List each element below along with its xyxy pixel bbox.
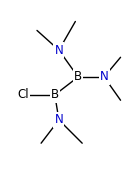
Text: B: B bbox=[74, 71, 82, 83]
Text: N: N bbox=[100, 71, 109, 83]
Text: N: N bbox=[55, 113, 63, 126]
Text: B: B bbox=[51, 88, 59, 101]
Text: Cl: Cl bbox=[18, 88, 29, 101]
Text: N: N bbox=[55, 44, 63, 57]
